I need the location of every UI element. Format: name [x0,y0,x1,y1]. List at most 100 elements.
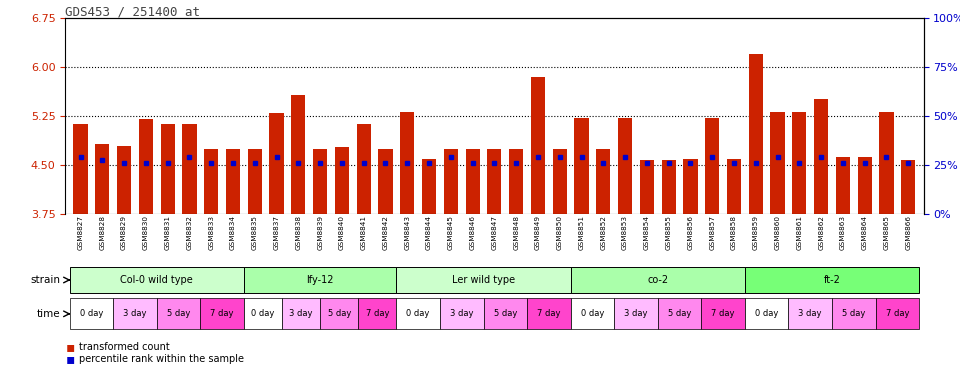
Text: co-2: co-2 [647,275,668,285]
Text: GSM8853: GSM8853 [622,215,628,250]
Bar [684,158,698,214]
Bar [335,147,349,214]
Text: GSM8843: GSM8843 [404,215,410,250]
Text: GSM8846: GSM8846 [469,215,475,250]
Bar [440,298,484,329]
Text: 7 day: 7 day [886,309,909,318]
Bar [614,298,658,329]
Bar [95,144,109,214]
Text: 5 day: 5 day [493,309,517,318]
Text: ▪: ▪ [65,352,75,366]
Bar [488,149,501,214]
Text: GSM8852: GSM8852 [600,215,607,250]
Text: GSM8856: GSM8856 [687,215,693,250]
Bar [745,267,919,293]
Bar [396,298,440,329]
Bar [570,267,745,293]
Bar [788,298,832,329]
Text: GSM8834: GSM8834 [230,215,236,250]
Text: 3 day: 3 day [289,309,313,318]
Text: GSM8857: GSM8857 [709,215,715,250]
Text: GSM8838: GSM8838 [296,215,301,250]
Text: GSM8861: GSM8861 [797,215,803,250]
Text: GSM8835: GSM8835 [252,215,258,250]
Bar [248,149,262,214]
Text: 3 day: 3 day [123,309,147,318]
Bar [527,298,570,329]
Text: ▪: ▪ [65,340,75,354]
Bar [244,267,396,293]
Bar [484,298,527,329]
Text: percentile rank within the sample: percentile rank within the sample [79,354,244,365]
Bar [727,158,741,214]
Text: ft-2: ft-2 [824,275,840,285]
Text: GSM8827: GSM8827 [78,215,84,250]
Bar [749,54,763,214]
Bar [901,160,915,214]
Bar [702,298,745,329]
Bar [792,112,806,214]
Bar [661,160,676,214]
Bar [857,157,872,214]
Bar [509,149,523,214]
Text: GSM8865: GSM8865 [883,215,890,250]
Bar [596,149,611,214]
Bar [378,149,393,214]
Bar [814,98,828,214]
Text: 0 day: 0 day [581,309,604,318]
Text: 5 day: 5 day [668,309,691,318]
Bar [356,124,371,214]
Bar [876,298,919,329]
Text: GSM8842: GSM8842 [382,215,389,250]
Bar [358,298,396,329]
Bar [320,298,358,329]
Bar [444,149,458,214]
Text: GSM8855: GSM8855 [665,215,672,250]
Bar [832,298,876,329]
Bar [201,298,244,329]
Bar [282,298,320,329]
Text: GSM8854: GSM8854 [644,215,650,250]
Bar [574,117,588,214]
Bar [531,77,545,214]
Text: GSM8839: GSM8839 [317,215,324,250]
Text: 0 day: 0 day [755,309,779,318]
Bar [879,112,894,214]
Bar [182,124,197,214]
Bar [291,95,305,214]
Bar [745,298,788,329]
Text: 3 day: 3 day [624,309,648,318]
Text: GSM8829: GSM8829 [121,215,127,250]
Text: GSM8833: GSM8833 [208,215,214,250]
Text: GSM8864: GSM8864 [862,215,868,250]
Bar [204,149,218,214]
Text: 5 day: 5 day [842,309,866,318]
Text: 0 day: 0 day [252,309,275,318]
Bar [313,149,327,214]
Text: transformed count: transformed count [79,342,170,352]
Text: GSM8841: GSM8841 [361,215,367,250]
Text: GSM8844: GSM8844 [426,215,432,250]
Text: 7 day: 7 day [366,309,389,318]
Text: GSM8832: GSM8832 [186,215,192,250]
Bar [244,298,282,329]
Text: GSM8828: GSM8828 [99,215,106,250]
Text: GSM8837: GSM8837 [274,215,279,250]
Bar [771,112,784,214]
Bar [226,149,240,214]
Bar [117,146,132,214]
Text: GSM8830: GSM8830 [143,215,149,250]
Text: GSM8862: GSM8862 [818,215,824,250]
Text: lfy-12: lfy-12 [306,275,334,285]
Text: GSM8850: GSM8850 [557,215,563,250]
Text: GSM8845: GSM8845 [447,215,454,250]
Text: 7 day: 7 day [711,309,734,318]
Bar [396,267,570,293]
Bar [70,298,113,329]
Bar [466,149,480,214]
Bar [74,124,87,214]
Text: 0 day: 0 day [80,309,103,318]
Text: GSM8851: GSM8851 [579,215,585,250]
Text: GSM8849: GSM8849 [535,215,541,250]
Text: Ler wild type: Ler wild type [452,275,516,285]
